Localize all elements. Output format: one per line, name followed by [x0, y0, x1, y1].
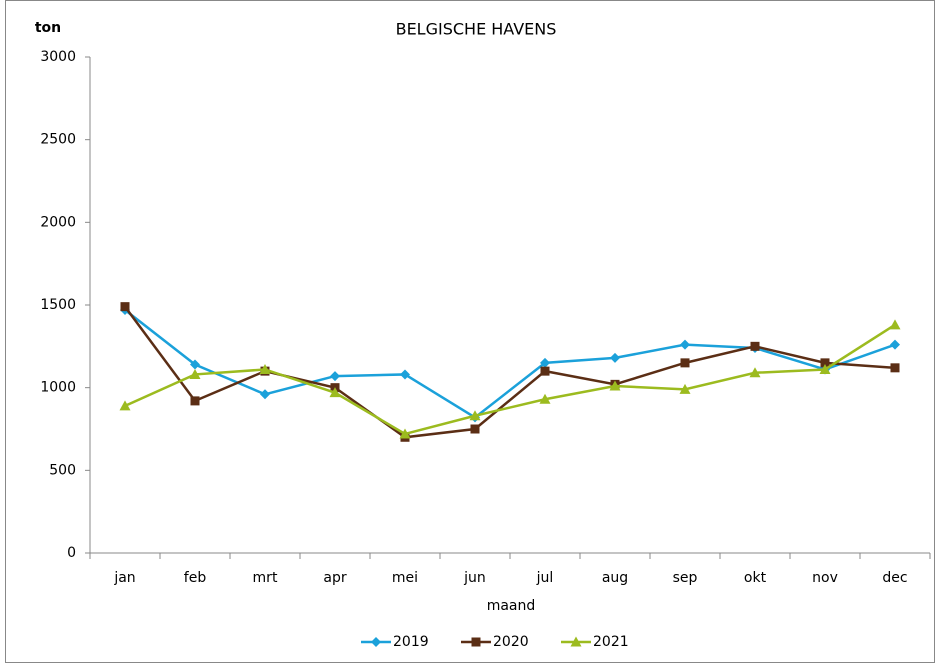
marker — [189, 368, 201, 379]
y-tick-label: 2000 — [40, 214, 76, 230]
marker — [609, 380, 621, 391]
marker — [190, 359, 200, 370]
x-tick-label: sep — [673, 570, 698, 586]
x-tick-label: jun — [463, 570, 486, 586]
marker — [190, 396, 200, 406]
marker — [469, 410, 481, 421]
legend-label: 2019 — [393, 634, 429, 650]
legend-label: 2020 — [493, 634, 529, 650]
x-tick-label: aug — [602, 570, 628, 586]
marker — [471, 637, 481, 647]
chart-frame — [5, 0, 935, 663]
marker — [889, 319, 901, 330]
series-line — [123, 305, 896, 439]
marker — [680, 339, 690, 350]
x-tick-label: okt — [744, 570, 767, 586]
marker — [371, 637, 381, 647]
marker — [259, 363, 271, 374]
marker — [540, 357, 550, 368]
y-tick-label: 3000 — [40, 49, 76, 65]
x-tick-label: nov — [812, 570, 838, 586]
chart-title: BELGISCHE HAVENS — [396, 20, 557, 39]
series-line — [124, 323, 896, 436]
y-tick-label: 1500 — [40, 297, 76, 313]
marker — [539, 393, 551, 404]
x-tick-label: jan — [113, 570, 135, 586]
marker — [260, 389, 270, 400]
y-tick-label: 500 — [49, 462, 76, 478]
marker — [570, 636, 582, 647]
y-tick-label: 2500 — [40, 132, 76, 148]
marker — [470, 424, 480, 434]
y-tick-label: 0 — [67, 545, 76, 561]
marker — [750, 341, 760, 351]
x-axis-label: maand — [487, 598, 536, 614]
marker — [330, 371, 340, 382]
marker — [749, 367, 761, 378]
legend-label: 2021 — [593, 634, 629, 650]
x-tick-label: feb — [184, 570, 207, 586]
marker — [119, 400, 131, 411]
y-axis-label: ton — [35, 20, 61, 36]
marker — [680, 358, 690, 368]
marker — [890, 363, 900, 373]
x-tick-label: mei — [392, 570, 418, 586]
marker — [540, 366, 550, 376]
x-tick-label: mrt — [253, 570, 278, 586]
marker — [120, 302, 130, 312]
marker — [819, 363, 831, 374]
marker — [329, 387, 341, 398]
marker — [400, 369, 410, 380]
marker — [610, 352, 620, 363]
marker — [679, 383, 691, 394]
marker — [820, 358, 830, 368]
y-tick-label: 1000 — [40, 380, 76, 396]
x-tick-label: jul — [536, 570, 554, 586]
marker — [399, 428, 411, 439]
marker — [890, 339, 900, 350]
x-tick-label: dec — [882, 570, 907, 586]
series-line — [124, 308, 896, 419]
x-tick-label: apr — [323, 570, 346, 586]
